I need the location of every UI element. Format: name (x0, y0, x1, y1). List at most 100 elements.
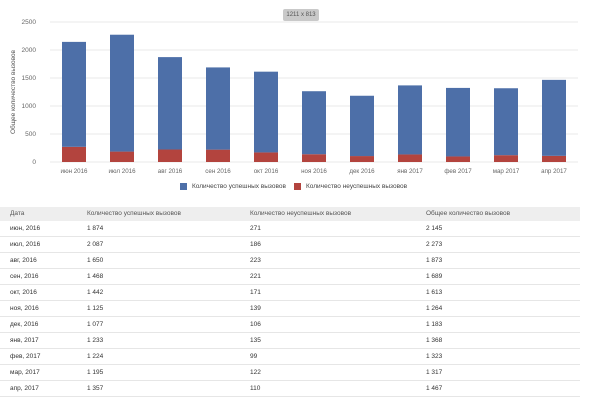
bar-success (158, 57, 182, 150)
header-total[interactable]: Общее количество вызовов (426, 210, 511, 217)
cell-total: 1 368 (426, 337, 443, 344)
calls-table: Дата Количество успешных вызовов Количес… (0, 207, 580, 397)
legend-swatch-success (180, 183, 187, 190)
cell-failure: 99 (250, 353, 258, 360)
cell-date: июл, 2016 (10, 241, 41, 248)
cell-success: 1 874 (87, 225, 104, 232)
cell-date: авг, 2016 (10, 257, 37, 264)
x-tick-label: фев 2017 (444, 168, 472, 175)
cell-total: 1 467 (426, 385, 443, 392)
cell-date: апр, 2017 (10, 385, 39, 392)
cell-total: 1 689 (426, 273, 443, 280)
cell-failure: 221 (250, 273, 261, 280)
legend-item-success[interactable]: Количество успешных вызовов (180, 183, 286, 190)
legend-item-failure[interactable]: Количество неуспешных вызовов (294, 183, 407, 190)
table-row: авг, 2016 1 650 223 1 873 (0, 253, 580, 269)
cell-success: 1 357 (87, 385, 104, 392)
bar-failure (542, 155, 566, 162)
bar-success (398, 85, 422, 155)
cell-date: сен, 2016 (10, 273, 39, 280)
cell-date: ноя, 2016 (10, 305, 39, 312)
x-tick-label: янв 2017 (397, 168, 423, 175)
cell-success: 1 233 (87, 337, 104, 344)
header-success[interactable]: Количество успешных вызовов (87, 210, 181, 217)
cell-total: 1 264 (426, 305, 443, 312)
bar-failure (62, 146, 86, 162)
x-tick-label: окт 2016 (254, 168, 279, 175)
cell-failure: 171 (250, 289, 261, 296)
y-axis-label: Общее количество вызовов (9, 49, 17, 134)
bar-success (302, 91, 326, 155)
cell-failure: 106 (250, 321, 261, 328)
cell-failure: 223 (250, 257, 261, 264)
cell-success: 1 650 (87, 257, 104, 264)
bar-failure (254, 152, 278, 162)
cell-success: 1 468 (87, 273, 104, 280)
bar-failure (302, 154, 326, 162)
cell-success: 1 224 (87, 353, 104, 360)
cell-total: 1 613 (426, 289, 443, 296)
y-tick-label: 2500 (22, 19, 37, 26)
cell-date: дек, 2016 (10, 321, 39, 328)
table-row: апр, 2017 1 357 110 1 467 (0, 381, 580, 397)
bar-success (206, 67, 230, 150)
cell-date: фев, 2017 (10, 353, 41, 360)
y-tick-label: 0 (32, 159, 36, 166)
header-date[interactable]: Дата (10, 210, 25, 217)
cell-total: 1 317 (426, 369, 443, 376)
y-tick-label: 500 (25, 131, 36, 138)
cell-failure: 135 (250, 337, 261, 344)
cell-failure: 139 (250, 305, 261, 312)
legend-swatch-failure (294, 183, 301, 190)
x-tick-label: мар 2017 (493, 168, 520, 175)
cell-failure: 122 (250, 369, 261, 376)
bar-failure (206, 149, 230, 162)
x-tick-label: сен 2016 (205, 168, 231, 175)
cell-total: 2 145 (426, 225, 443, 232)
x-tick-label: июн 2016 (61, 168, 89, 175)
cell-date: мар, 2017 (10, 369, 40, 376)
x-tick-label: ноя 2016 (301, 168, 327, 175)
legend-label-failure: Количество неуспешных вызовов (306, 183, 408, 190)
bar-success (254, 71, 278, 153)
cell-failure: 271 (250, 225, 261, 232)
cell-total: 1 183 (426, 321, 443, 328)
cell-failure: 110 (250, 385, 261, 392)
cell-date: окт, 2016 (10, 289, 37, 296)
table-row: фев, 2017 1 224 99 1 323 (0, 349, 580, 365)
cell-success: 1 125 (87, 305, 104, 312)
cell-failure: 186 (250, 241, 261, 248)
x-tick-label: авг 2016 (158, 168, 183, 175)
x-tick-label: апр 2017 (541, 168, 567, 175)
table-row: мар, 2017 1 195 122 1 317 (0, 365, 580, 381)
bar-failure (494, 155, 518, 162)
bar-success (350, 95, 374, 157)
bar-failure (446, 156, 470, 162)
bar-success (62, 41, 86, 147)
cell-total: 1 323 (426, 353, 443, 360)
bar-success (110, 34, 134, 152)
cell-success: 1 077 (87, 321, 104, 328)
table-row: июл, 2016 2 087 186 2 273 (0, 237, 580, 253)
bar-failure (110, 151, 134, 162)
legend-label-success: Количество успешных вызовов (192, 183, 286, 190)
stacked-bar-chart: 0 500 1000 1500 2000 2500 Общее количество выз… (9, 19, 578, 175)
chart-legend: Количество успешных вызовов Количество н… (0, 183, 600, 197)
header-failure[interactable]: Количество неуспешных вызовов (250, 210, 352, 217)
cell-total: 1 873 (426, 257, 443, 264)
cell-success: 1 442 (87, 289, 104, 296)
y-tick-label: 1500 (22, 75, 37, 82)
cell-success: 2 087 (87, 241, 104, 248)
cell-total: 2 273 (426, 241, 443, 248)
bar-failure (158, 149, 182, 162)
bar-success (494, 88, 518, 156)
cell-date: янв, 2017 (10, 337, 39, 344)
bar-failure (398, 154, 422, 162)
x-tick-label: июл 2016 (108, 168, 136, 175)
x-tick-label: дек 2016 (349, 168, 375, 175)
y-tick-label: 1000 (22, 103, 37, 110)
bar-success (542, 79, 566, 156)
cell-date: июн, 2016 (10, 225, 41, 232)
bar-success (446, 87, 470, 157)
table-header-row: Дата Количество успешных вызовов Количес… (0, 207, 580, 221)
